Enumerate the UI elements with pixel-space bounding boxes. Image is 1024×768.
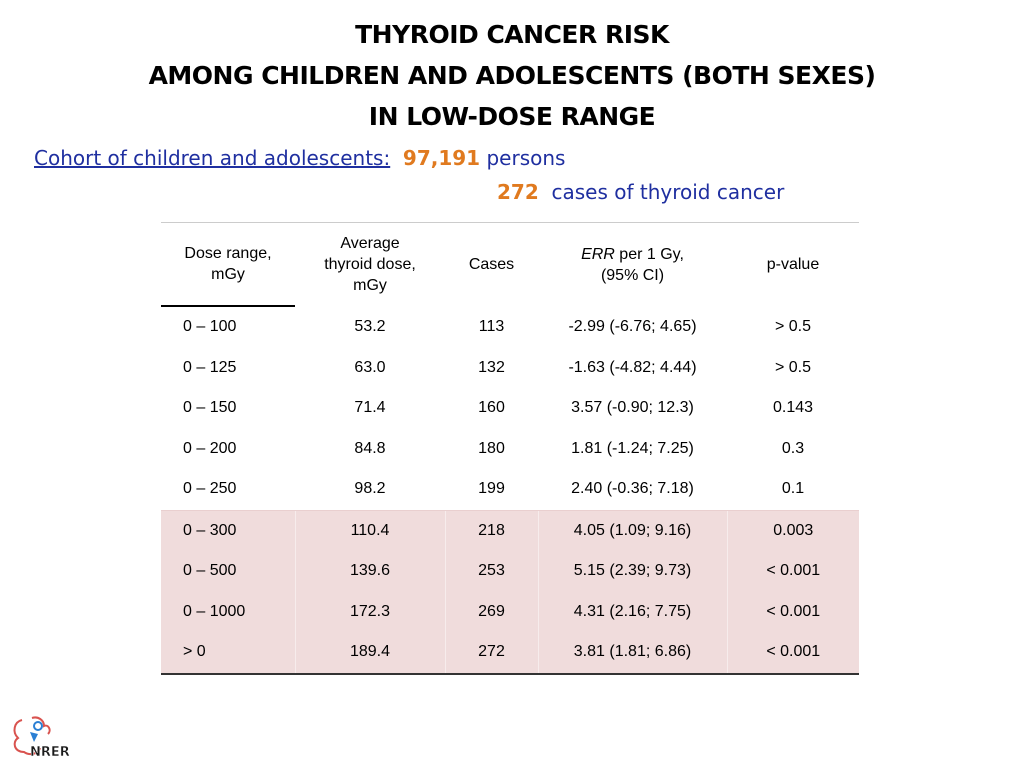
title-line-1: THYROID CANCER RISK (355, 20, 669, 49)
cell-dose-range: 0 – 100 (183, 318, 237, 336)
cell-dose-range: 0 – 1000 (161, 591, 295, 632)
title-line-2: AMONG CHILDREN AND ADOLESCENTS (BOTH SEX… (148, 61, 876, 90)
cell-err: 5.15 (2.39; 9.73) (537, 551, 727, 592)
cell-avg-dose: 84.8 (354, 439, 386, 457)
cohort-summary-line-1: Cohort of children and adolescents: 97,1… (34, 146, 565, 170)
cell-err: 1.81 (-1.24; 7.25) (571, 439, 694, 457)
table-row: 0 – 250 98.2 199 2.40 (-0.36; 7.18) 0.1 (161, 469, 859, 510)
cell-avg-dose: 172.3 (294, 591, 445, 632)
cell-avg-dose: 110.4 (294, 509, 445, 551)
cell-err: 4.05 (1.09; 9.16) (537, 509, 727, 551)
table-row: 0 – 150 71.4 160 3.57 (-0.90; 12.3) 0.14… (161, 388, 859, 429)
persons-label: persons (486, 146, 566, 170)
persons-count: 97,191 (402, 146, 481, 170)
cell-dose-range: 0 – 150 (183, 399, 237, 417)
cell-cases: 180 (478, 439, 505, 457)
cell-pvalue: 0.143 (772, 399, 814, 417)
cell-pvalue: < 0.001 (726, 551, 859, 592)
cell-err: -1.63 (-4.82; 4.44) (568, 358, 697, 376)
cell-dose-range: 0 – 250 (183, 480, 237, 498)
cell-err: -2.99 (-6.76; 4.65) (568, 317, 697, 335)
table-row: 0 – 100 53.2 113 -2.99 (-6.76; 4.65) > 0… (161, 306, 859, 348)
table-row: 0 – 125 63.0 132 -1.63 (-4.82; 4.44) > 0… (161, 348, 859, 389)
cell-pvalue: > 0.5 (774, 317, 812, 335)
cell-pvalue: 0.1 (781, 480, 805, 498)
cell-cases: 160 (478, 399, 505, 417)
cases-label: cases of thyroid cancer (551, 180, 785, 204)
nrer-logo-icon: NRER (8, 712, 80, 764)
cell-cases: 269 (444, 591, 538, 632)
table-row-highlighted: 0 – 1000 172.3 269 4.31 (2.16; 7.75) < 0… (161, 591, 859, 632)
cell-avg-dose: 53.2 (354, 317, 386, 335)
cell-pvalue: > 0.5 (774, 358, 812, 376)
cell-pvalue: < 0.001 (726, 632, 859, 675)
cell-pvalue: 0.003 (726, 509, 859, 551)
header-err: ERR per 1 Gy, (95% CI) (538, 222, 727, 306)
table-row-highlighted: 0 – 500 139.6 253 5.15 (2.39; 9.73) < 0.… (161, 551, 859, 592)
cell-cases: 272 (444, 632, 538, 675)
cases-count: 272 (497, 180, 539, 204)
cohort-label: Cohort of children and adolescents: (34, 146, 391, 170)
cell-dose-range: 0 – 125 (183, 358, 237, 376)
table-row-highlighted: > 0 189.4 272 3.81 (1.81; 6.86) < 0.001 (161, 632, 859, 675)
table-row: 0 – 200 84.8 180 1.81 (-1.24; 7.25) 0.3 (161, 429, 859, 470)
cell-cases: 218 (444, 509, 538, 551)
header-dose-range: Dose range, mGy (161, 222, 295, 307)
risk-table: Dose range, mGy Average thyroid dose, mG… (161, 222, 859, 675)
header-average-dose: Average thyroid dose, mGy (295, 222, 445, 306)
cell-cases: 113 (478, 317, 505, 335)
cell-avg-dose: 71.4 (354, 399, 386, 417)
cell-avg-dose: 63.0 (354, 358, 386, 376)
cell-dose-range: 0 – 300 (161, 509, 295, 551)
header-cases: Cases (445, 222, 538, 306)
table-row-highlighted: 0 – 300 110.4 218 4.05 (1.09; 9.16) 0.00… (161, 509, 859, 551)
cell-err: 2.40 (-0.36; 7.18) (571, 480, 694, 498)
slide-title: THYROID CANCER RISK AMONG CHILDREN AND A… (0, 14, 1024, 137)
cell-pvalue: < 0.001 (726, 591, 859, 632)
cell-avg-dose: 139.6 (294, 551, 445, 592)
cell-pvalue: 0.3 (781, 439, 805, 457)
cell-avg-dose: 98.2 (354, 480, 386, 498)
title-line-3: IN LOW-DOSE RANGE (368, 102, 656, 131)
cell-avg-dose: 189.4 (294, 632, 445, 675)
cell-err: 3.57 (-0.90; 12.3) (571, 399, 694, 417)
table-header-row: Dose range, mGy Average thyroid dose, mG… (161, 222, 859, 307)
cell-cases: 253 (444, 551, 538, 592)
cell-cases: 132 (478, 358, 505, 376)
cohort-summary-line-2: 272 cases of thyroid cancer (497, 180, 784, 204)
header-pvalue: p-value (727, 222, 859, 306)
cell-dose-range: > 0 (161, 632, 295, 675)
cell-err: 3.81 (1.81; 6.86) (537, 632, 727, 675)
cell-err: 4.31 (2.16; 7.75) (537, 591, 727, 632)
cell-dose-range: 0 – 500 (161, 551, 295, 592)
logo-text: NRER (30, 745, 70, 760)
cell-cases: 199 (478, 480, 505, 498)
cell-dose-range: 0 – 200 (183, 439, 237, 457)
